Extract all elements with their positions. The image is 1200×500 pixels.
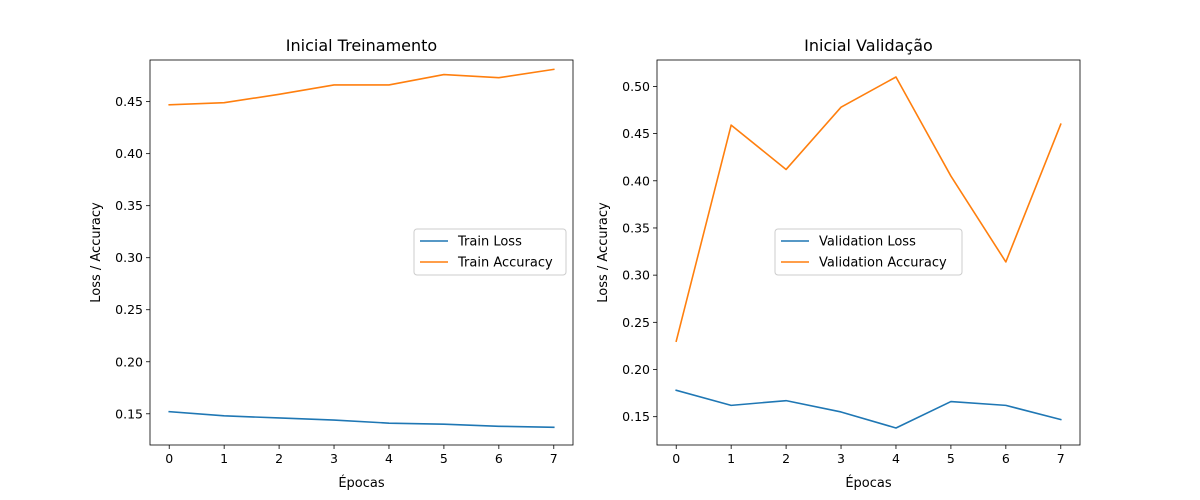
x-tick-label: 7 — [550, 451, 558, 466]
y-tick-label: 0.30 — [622, 268, 650, 283]
x-tick-label: 5 — [440, 451, 448, 466]
y-axis-label: Loss / Accuracy — [89, 202, 104, 303]
y-tick-label: 0.15 — [115, 406, 143, 421]
x-tick-label: 6 — [495, 451, 503, 466]
x-tick-label: 6 — [1002, 451, 1010, 466]
legend-entry: Validation Accuracy — [819, 256, 947, 271]
y-tick-label: 0.50 — [622, 79, 650, 94]
legend-box — [774, 228, 963, 276]
series-line-validation-loss — [675, 389, 1062, 429]
legend: Train Loss Train Accuracy — [413, 228, 567, 276]
legend-entry: Train Loss — [457, 235, 522, 250]
x-tick-label: 4 — [892, 451, 900, 466]
y-tick-label: 0.40 — [115, 146, 143, 161]
legend-entry: Train Accuracy — [457, 256, 553, 271]
y-tick-label: 0.35 — [622, 220, 650, 235]
y-tick-label: 0.20 — [115, 354, 143, 369]
x-tick-label: 3 — [330, 451, 338, 466]
y-tick-label: 0.35 — [115, 198, 143, 213]
chart-title: Inicial Validação — [804, 36, 933, 55]
plot-frame — [656, 59, 1081, 446]
x-tick-label: 2 — [782, 451, 790, 466]
y-tick-label: 0.20 — [622, 362, 650, 377]
x-tick-label: 0 — [672, 451, 680, 466]
legend-box — [413, 228, 567, 276]
x-axis-label: Épocas — [845, 475, 892, 491]
x-tick-label: 1 — [727, 451, 735, 466]
training-chart: Inicial Treinamento 0 1 2 3 4 5 6 7 0.15 0.20 0.25 0… — [89, 36, 574, 491]
legend: Validation Loss Validation Accuracy — [774, 228, 963, 276]
x-axis-label: Épocas — [338, 475, 385, 491]
x-tick-label: 5 — [947, 451, 955, 466]
x-tick-label: 4 — [385, 451, 393, 466]
y-tick-label: 0.25 — [622, 315, 650, 330]
validation-chart: Inicial Validação 0 1 2 3 4 5 6 7 0.15 0.20 0.25 0.3… — [596, 36, 1081, 491]
x-tick-label: 0 — [165, 451, 173, 466]
x-tick-label: 7 — [1057, 451, 1065, 466]
series-line-train-accuracy — [168, 68, 555, 106]
chart-title: Inicial Treinamento — [286, 36, 437, 55]
y-tick-label: 0.45 — [115, 94, 143, 109]
series-line-train-loss — [168, 410, 555, 429]
y-tick-label: 0.30 — [115, 250, 143, 265]
x-tick-label: 1 — [220, 451, 228, 466]
y-tick-label: 0.40 — [622, 173, 650, 188]
plot-frame — [149, 59, 574, 446]
series-line-validation-accuracy — [675, 76, 1062, 343]
y-tick-label: 0.15 — [622, 409, 650, 424]
y-axis-label: Loss / Accuracy — [596, 202, 611, 303]
y-tick-label: 0.25 — [115, 302, 143, 317]
x-tick-label: 3 — [837, 451, 845, 466]
x-tick-label: 2 — [275, 451, 283, 466]
legend-entry: Validation Loss — [819, 235, 916, 250]
y-tick-label: 0.45 — [622, 126, 650, 141]
